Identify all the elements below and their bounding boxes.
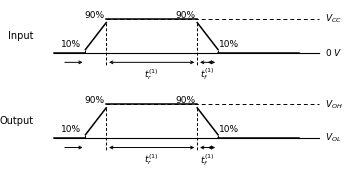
Text: 10%: 10% [219, 40, 239, 49]
Text: $t_f^{(1)}$: $t_f^{(1)}$ [200, 67, 215, 82]
Text: $V_{OL}$: $V_{OL}$ [325, 132, 341, 144]
Text: 10%: 10% [62, 125, 82, 134]
Text: 90%: 90% [85, 96, 105, 105]
Text: Input: Input [8, 31, 34, 41]
Text: $t_r^{(1)}$: $t_r^{(1)}$ [144, 67, 159, 82]
Text: 90%: 90% [176, 96, 196, 105]
Text: $V_{CC}$: $V_{CC}$ [325, 13, 342, 26]
Text: 10%: 10% [62, 40, 82, 49]
Text: $t_f^{(1)}$: $t_f^{(1)}$ [200, 152, 215, 167]
Text: $V_{OH}$: $V_{OH}$ [325, 98, 342, 111]
Text: Output: Output [0, 116, 34, 126]
Text: $t_r^{(1)}$: $t_r^{(1)}$ [144, 152, 159, 167]
Text: 90%: 90% [176, 11, 196, 20]
Text: 90%: 90% [85, 11, 105, 20]
Text: $0\ V$: $0\ V$ [325, 47, 342, 58]
Text: 10%: 10% [219, 125, 239, 134]
